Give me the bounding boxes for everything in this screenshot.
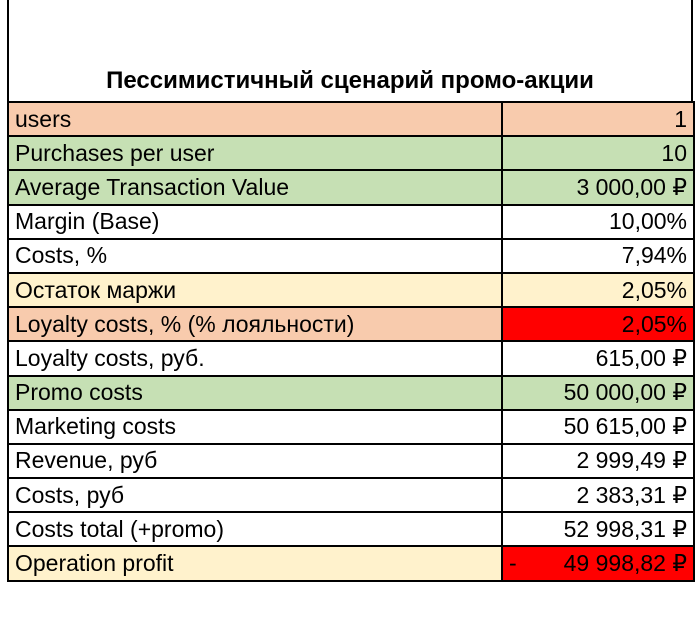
cell-value-loyalty-pct[interactable]: 2,05% [501, 306, 695, 343]
profit-amount: 49 998,82 ₽ [563, 550, 687, 577]
table-row: Costs, % 7,94% [7, 237, 695, 274]
cell-value-costs-pct[interactable]: 7,94% [501, 237, 695, 274]
table-row: Revenue, руб 2 999,49 ₽ [7, 442, 695, 480]
sheet-title[interactable]: Пессимистичный сценарий промо-акции [106, 67, 594, 94]
cell-value-costs-total[interactable]: 52 998,31 ₽ [501, 511, 695, 548]
cell-label-purchases[interactable]: Purchases per user [7, 135, 503, 172]
table-row: users 1 [7, 100, 695, 138]
cell-label-margin-rest[interactable]: Остаток маржи [7, 271, 503, 309]
cell-value-operation-profit[interactable]: - 49 998,82 ₽ [501, 545, 695, 582]
column-border-left [7, 0, 9, 102]
cell-value-margin-rest[interactable]: 2,05% [501, 271, 695, 309]
promo-table: users 1 Purchases per user 10 Average Tr… [7, 100, 695, 582]
cell-label-costs-total[interactable]: Costs total (+promo) [7, 511, 503, 548]
cell-label-operation-profit[interactable]: Operation profit [7, 545, 503, 582]
table-row: Marketing costs 50 615,00 ₽ [7, 408, 695, 445]
table-row: Promo costs 50 000,00 ₽ [7, 374, 695, 411]
cell-label-marketing-costs[interactable]: Marketing costs [7, 408, 503, 445]
table-row: Остаток маржи 2,05% [7, 271, 695, 309]
table-row: Operation profit - 49 998,82 ₽ [7, 545, 695, 582]
table-row: Costs, руб 2 383,31 ₽ [7, 477, 695, 514]
table-row: Loyalty costs, % (% лояльности) 2,05% [7, 306, 695, 343]
cell-value-atv[interactable]: 3 000,00 ₽ [501, 169, 695, 206]
cell-label-margin-base[interactable]: Margin (Base) [7, 203, 503, 240]
cell-value-purchases[interactable]: 10 [501, 135, 695, 172]
cell-label-users[interactable]: users [7, 100, 503, 138]
cell-value-users[interactable]: 1 [501, 100, 695, 138]
column-border-right [691, 0, 693, 102]
cell-label-promo-costs[interactable]: Promo costs [7, 374, 503, 411]
negative-value: - 49 998,82 ₽ [509, 550, 687, 577]
cell-label-revenue[interactable]: Revenue, руб [7, 442, 503, 480]
table-row: Average Transaction Value 3 000,00 ₽ [7, 169, 695, 206]
cell-label-loyalty-pct[interactable]: Loyalty costs, % (% лояльности) [7, 306, 503, 343]
table-row: Loyalty costs, руб. 615,00 ₽ [7, 340, 695, 377]
table-row: Costs total (+promo) 52 998,31 ₽ [7, 511, 695, 548]
cell-label-costs-pct[interactable]: Costs, % [7, 237, 503, 274]
cell-value-revenue[interactable]: 2 999,49 ₽ [501, 442, 695, 480]
cell-value-marketing-costs[interactable]: 50 615,00 ₽ [501, 408, 695, 445]
cell-label-costs-rub[interactable]: Costs, руб [7, 477, 503, 514]
cell-value-margin-base[interactable]: 10,00% [501, 203, 695, 240]
minus-sign: - [509, 550, 517, 577]
cell-value-promo-costs[interactable]: 50 000,00 ₽ [501, 374, 695, 411]
cell-value-costs-rub[interactable]: 2 383,31 ₽ [501, 477, 695, 514]
cell-label-atv[interactable]: Average Transaction Value [7, 169, 503, 206]
cell-label-loyalty-rub[interactable]: Loyalty costs, руб. [7, 340, 503, 377]
cell-value-loyalty-rub[interactable]: 615,00 ₽ [501, 340, 695, 377]
table-row: Purchases per user 10 [7, 135, 695, 172]
table-row: Margin (Base) 10,00% [7, 203, 695, 240]
